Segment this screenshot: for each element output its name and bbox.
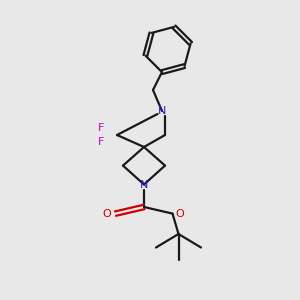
Text: F: F bbox=[98, 136, 105, 147]
Text: N: N bbox=[158, 106, 166, 116]
Text: O: O bbox=[176, 208, 184, 219]
Text: F: F bbox=[98, 123, 105, 134]
Text: O: O bbox=[103, 208, 112, 219]
Text: N: N bbox=[140, 179, 148, 190]
